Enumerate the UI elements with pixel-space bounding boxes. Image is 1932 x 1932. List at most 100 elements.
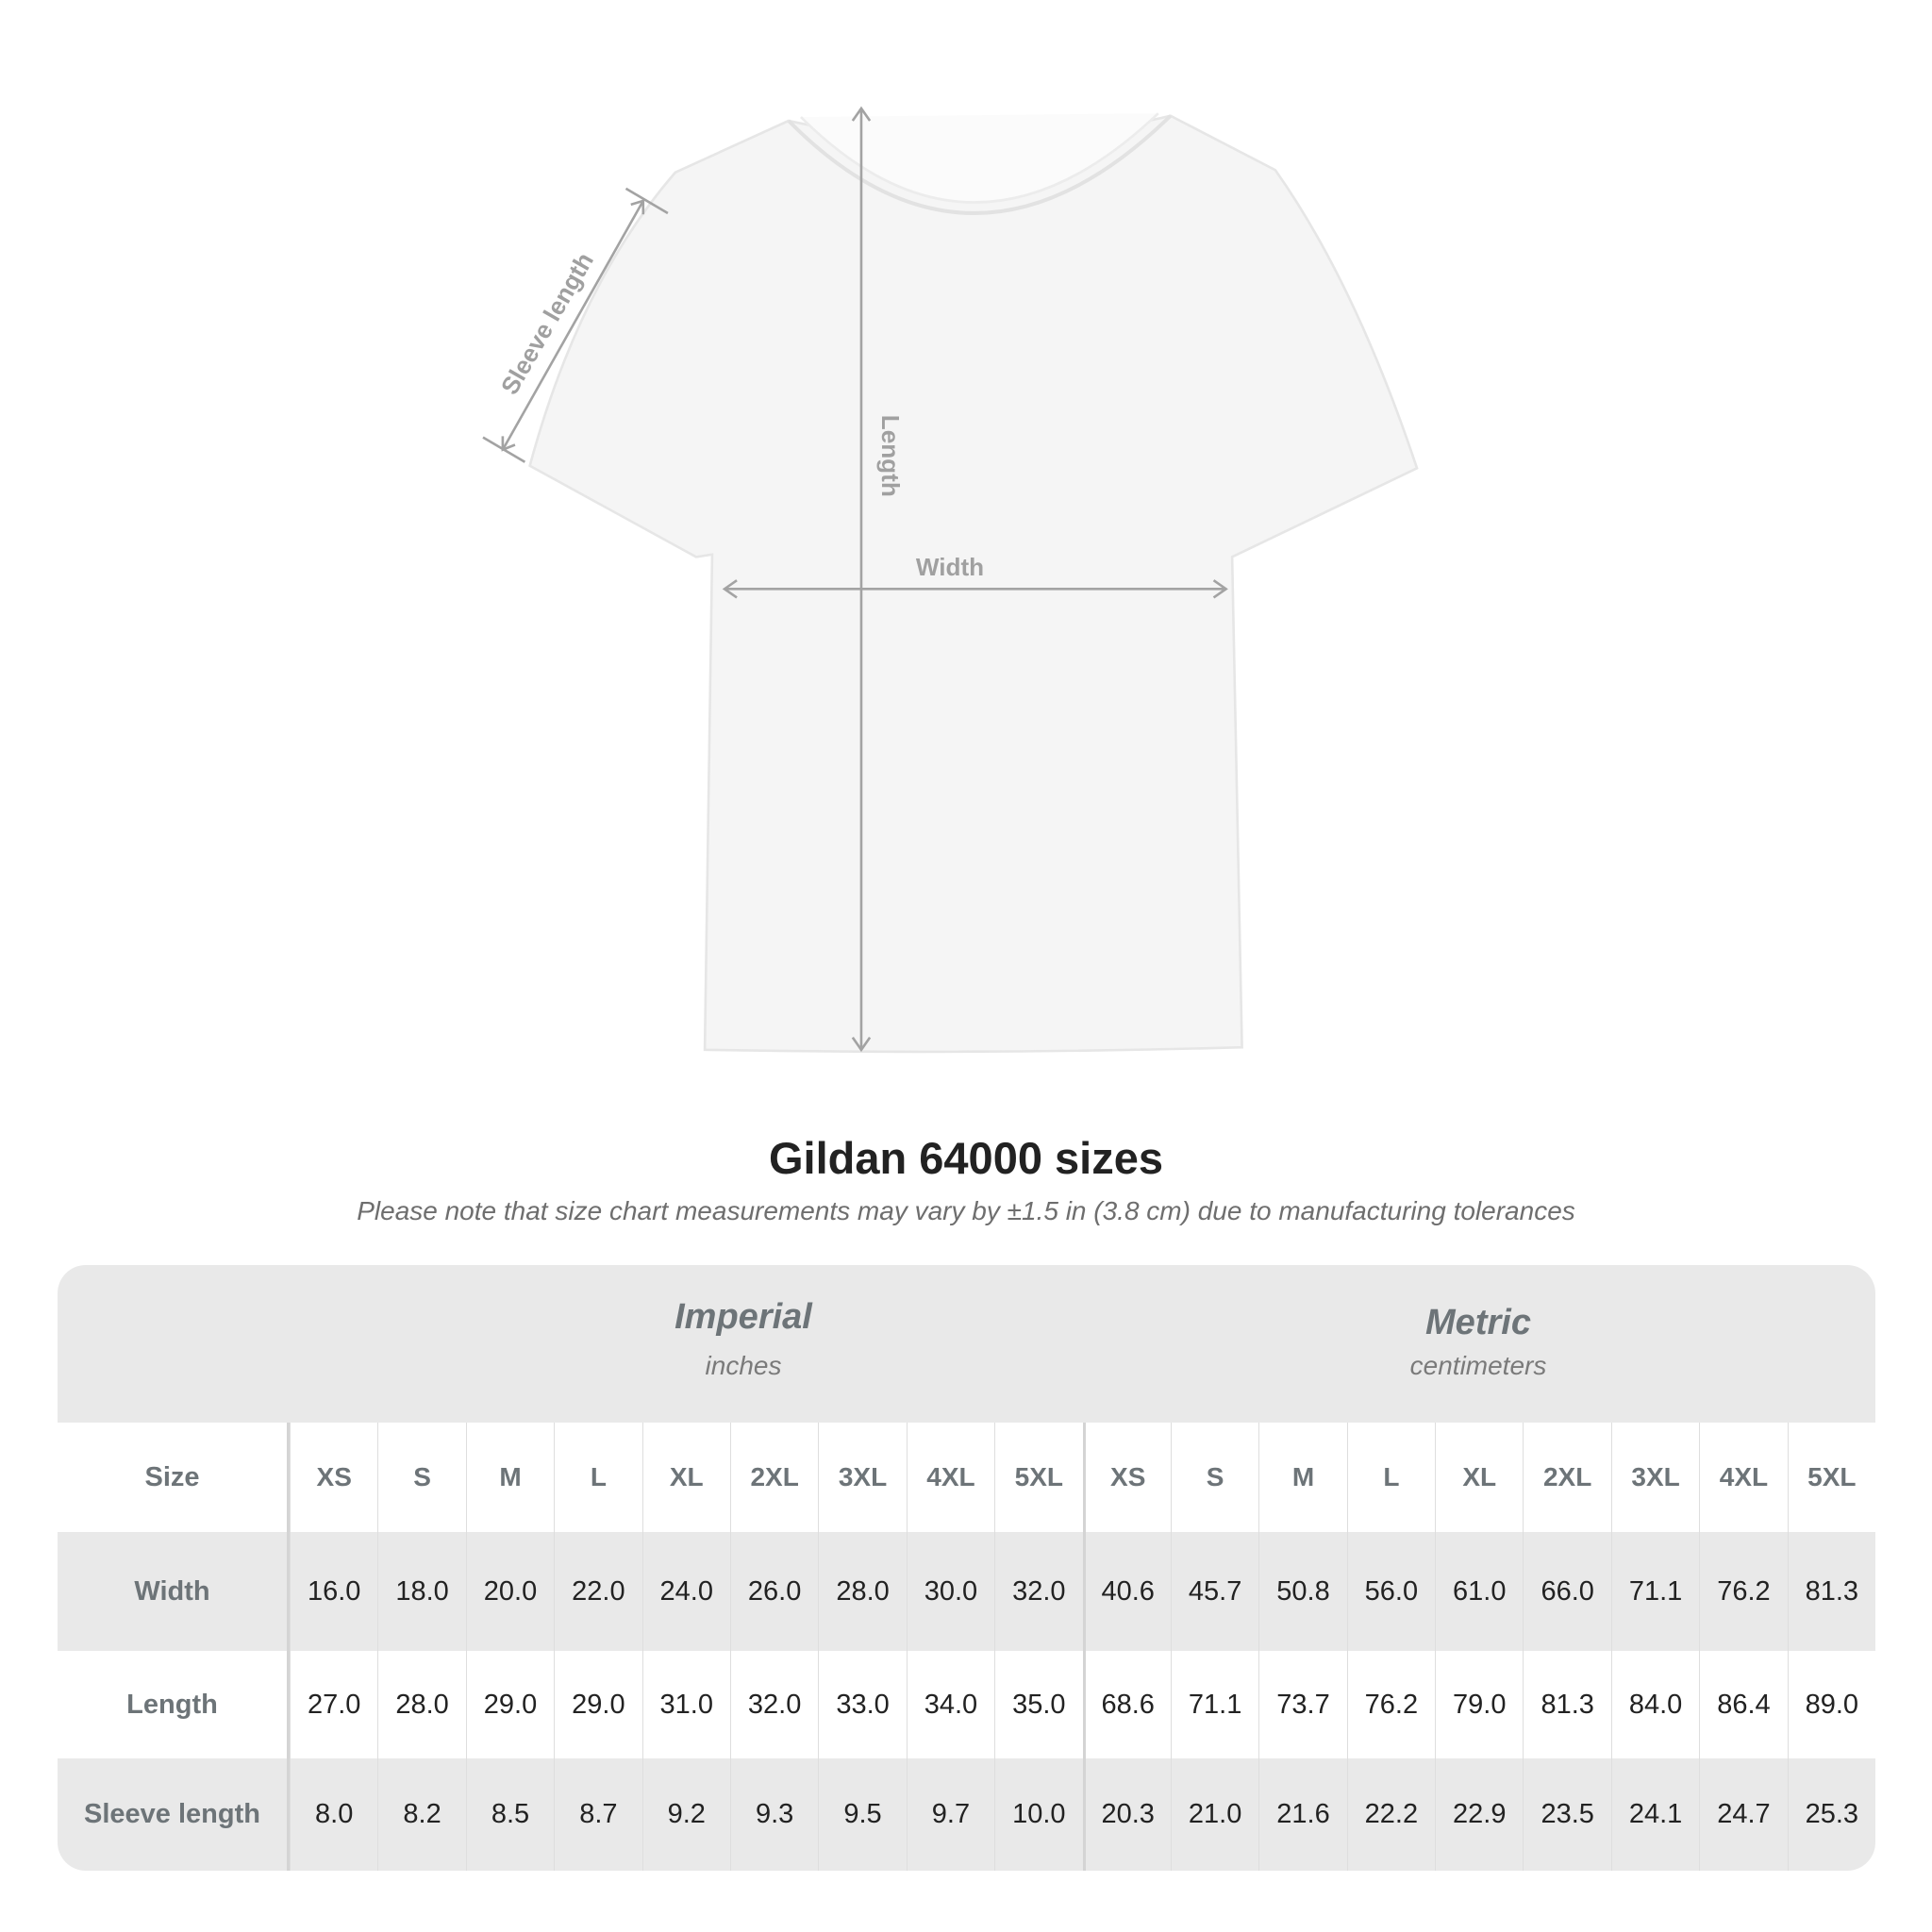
size-column-header: 2XL [729, 1423, 818, 1532]
size-column-header: 3XL [818, 1423, 906, 1532]
chart-title: Gildan 64000 sizes [768, 1133, 1164, 1183]
size-column-header: 5XL [1787, 1423, 1875, 1532]
size-column-header: XS [1082, 1423, 1171, 1532]
imperial-value-cell: 8.5 [465, 1758, 554, 1871]
imperial-label: Imperial [675, 1297, 812, 1337]
metric-value-cell: 45.7 [1170, 1532, 1258, 1651]
imperial-value-cell: 35.0 [994, 1651, 1082, 1758]
metric-value-cell: 24.1 [1610, 1758, 1699, 1871]
width-arrow-head-left [722, 579, 738, 599]
metric-value-cell: 50.8 [1258, 1532, 1346, 1651]
imperial-value-cell: 16.0 [290, 1532, 377, 1651]
size-table: Imperial inches Metric centimeters Size X… [58, 1265, 1875, 1871]
metric-value-cell: 76.2 [1346, 1651, 1435, 1758]
measurement-label: Length [58, 1651, 290, 1758]
imperial-value-cell: 27.0 [290, 1651, 377, 1758]
tshirt-collar-inner [800, 112, 1159, 204]
size-column-header: XS [290, 1423, 377, 1532]
measurement-label: Width [58, 1532, 290, 1651]
tolerance-note: Please note that size chart measurements… [357, 1196, 1575, 1225]
size-column-header: 3XL [1610, 1423, 1699, 1532]
size-column-header: L [554, 1423, 641, 1532]
size-column-header: S [377, 1423, 465, 1532]
metric-label: Metric [1425, 1303, 1531, 1342]
imperial-value-cell: 28.0 [818, 1532, 906, 1651]
table-row: Width 16.0 18.0 20.0 22.0 24.0 26.0 28.0 30.0 32.… [58, 1532, 1875, 1651]
length-arrow-head-bottom [851, 1037, 872, 1053]
tshirt-illustration [528, 114, 1419, 1054]
imperial-value-cell: 26.0 [729, 1532, 818, 1651]
size-column-header: L [1346, 1423, 1435, 1532]
metric-value-cell: 25.3 [1787, 1758, 1875, 1871]
metric-value-cell: 79.0 [1435, 1651, 1523, 1758]
sleeve-tick-top [625, 187, 669, 215]
metric-value-cell: 84.0 [1610, 1651, 1699, 1758]
size-column-header: M [1258, 1423, 1346, 1532]
size-column-header: 4XL [1699, 1423, 1787, 1532]
metric-value-cell: 66.0 [1523, 1532, 1610, 1651]
width-label: Width [916, 553, 984, 581]
metric-value-cell: 81.3 [1523, 1651, 1610, 1758]
imperial-value-cell: 8.0 [290, 1758, 377, 1871]
imperial-value-cell: 9.2 [641, 1758, 730, 1871]
metric-value-cell: 21.0 [1170, 1758, 1258, 1871]
imperial-value-cell: 9.5 [818, 1758, 906, 1871]
size-header-row: Size XS S M L XL 2XL 3XL 4XL 5XL XS S M L XL 2XL 3XL 4XL 5… [58, 1423, 1875, 1532]
imperial-value-cell: 28.0 [377, 1651, 465, 1758]
imperial-value-cell: 9.3 [729, 1758, 818, 1871]
size-column-header: 4XL [906, 1423, 994, 1532]
size-row-label: Size [58, 1423, 290, 1532]
length-arrow-head-top [851, 106, 872, 122]
metric-value-cell: 22.9 [1435, 1758, 1523, 1871]
metric-value-cell: 68.6 [1082, 1651, 1171, 1758]
sleeve-arrow-head-bottom [501, 436, 516, 452]
imperial-value-cell: 8.7 [554, 1758, 641, 1871]
metric-value-cell: 61.0 [1435, 1532, 1523, 1651]
metric-value-cell: 20.3 [1082, 1758, 1171, 1871]
imperial-value-cell: 29.0 [465, 1651, 554, 1758]
metric-value-cell: 71.1 [1170, 1651, 1258, 1758]
imperial-value-cell: 18.0 [377, 1532, 465, 1651]
metric-value-cell: 76.2 [1699, 1532, 1787, 1651]
measurement-label: Sleeve length [58, 1758, 290, 1871]
metric-value-cell: 24.7 [1699, 1758, 1787, 1871]
metric-value-cell: 22.2 [1346, 1758, 1435, 1871]
size-column-header: S [1170, 1423, 1258, 1532]
imperial-value-cell: 20.0 [465, 1532, 554, 1651]
metric-value-cell: 89.0 [1787, 1651, 1875, 1758]
metric-value-cell: 81.3 [1787, 1532, 1875, 1651]
width-arrow-head-right [1212, 579, 1228, 599]
metric-value-cell: 73.7 [1258, 1651, 1346, 1758]
imperial-value-cell: 32.0 [994, 1532, 1082, 1651]
imperial-value-cell: 29.0 [554, 1651, 641, 1758]
tshirt-collar [787, 114, 1173, 215]
size-column-header: XL [641, 1423, 730, 1532]
imperial-value-cell: 24.0 [641, 1532, 730, 1651]
table-row: Length 27.0 28.0 29.0 29.0 31.0 32.0 33.0 34.0 35… [58, 1651, 1875, 1758]
imperial-value-cell: 33.0 [818, 1651, 906, 1758]
size-column-header: XL [1435, 1423, 1523, 1532]
imperial-value-cell: 30.0 [906, 1532, 994, 1651]
sleeve-arrow [501, 200, 644, 451]
metric-value-cell: 40.6 [1082, 1532, 1171, 1651]
size-column-header: 5XL [994, 1423, 1082, 1532]
metric-unit: centimeters [1409, 1351, 1547, 1380]
metric-value-cell: 71.1 [1610, 1532, 1699, 1651]
imperial-value-cell: 8.2 [377, 1758, 465, 1871]
metric-value-cell: 86.4 [1699, 1651, 1787, 1758]
imperial-unit: inches [705, 1351, 782, 1380]
metric-value-cell: 56.0 [1346, 1532, 1435, 1651]
size-column-header: 2XL [1523, 1423, 1610, 1532]
imperial-value-cell: 22.0 [554, 1532, 641, 1651]
sleeve-arrow-head-top [630, 199, 645, 215]
metric-header: Metric centimeters [1082, 1265, 1874, 1460]
imperial-header: Imperial inches [347, 1265, 1140, 1455]
table-row: Sleeve length 8.0 8.2 8.5 8.7 9.2 9.3 9.5 9.7 10.… [58, 1758, 1875, 1871]
imperial-value-cell: 31.0 [641, 1651, 730, 1758]
length-label: Length [876, 415, 905, 497]
size-column-header: M [465, 1423, 554, 1532]
imperial-value-cell: 32.0 [729, 1651, 818, 1758]
imperial-value-cell: 9.7 [906, 1758, 994, 1871]
imperial-value-cell: 10.0 [994, 1758, 1082, 1871]
